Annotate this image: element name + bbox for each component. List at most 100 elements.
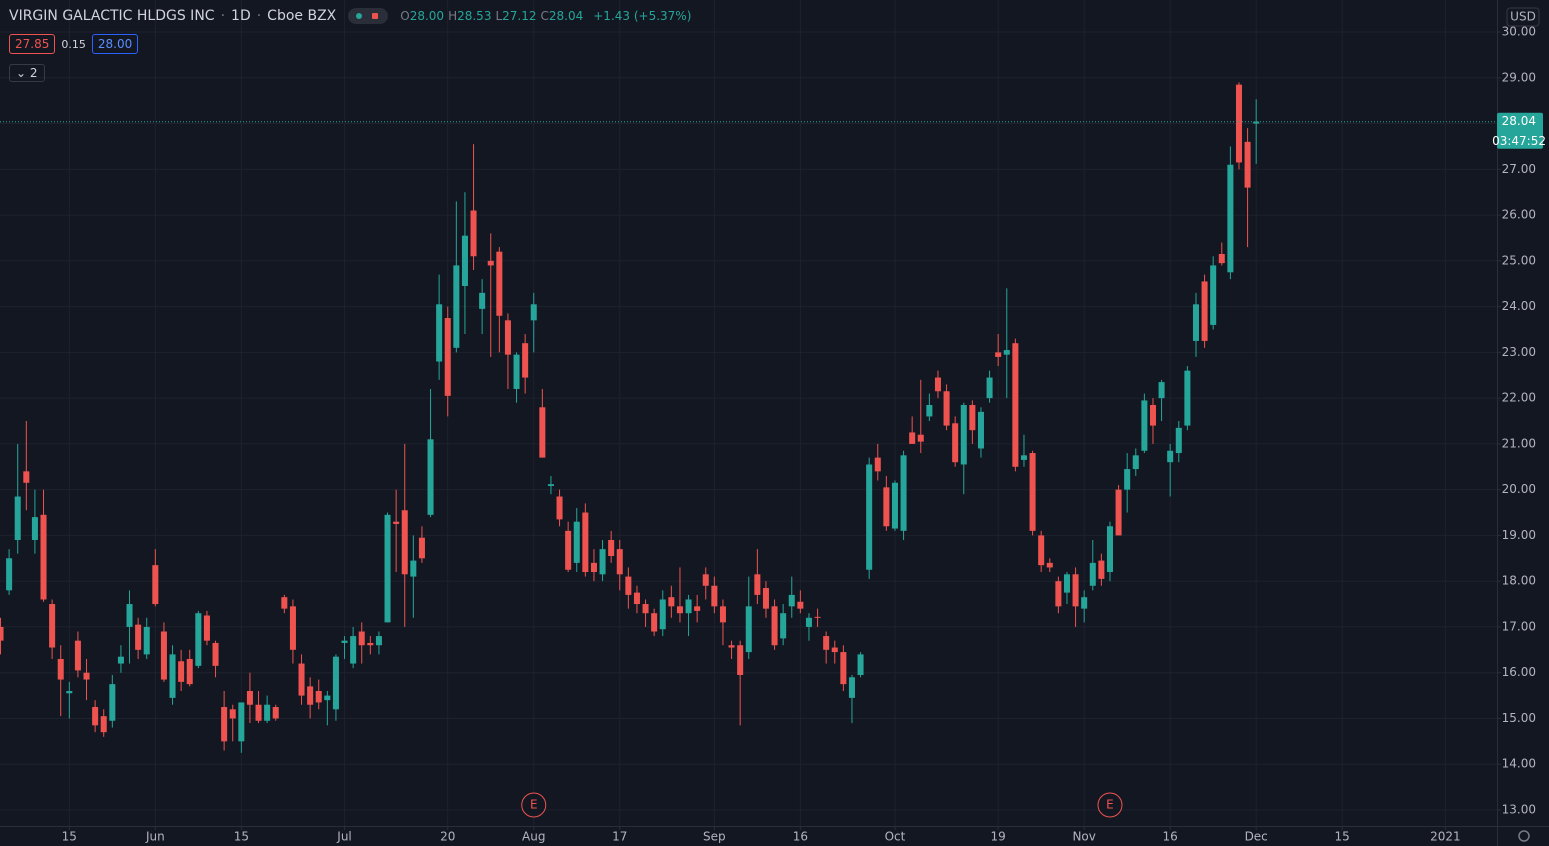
candle-body	[934, 377, 941, 392]
candle-body	[238, 702, 245, 742]
candle-body	[1167, 450, 1174, 463]
candle-body	[840, 652, 847, 685]
separator: ·	[256, 8, 262, 24]
candle-body	[1149, 404, 1156, 426]
candle-body	[375, 636, 382, 646]
candle-body	[246, 691, 253, 705]
candle-body	[1158, 382, 1165, 399]
settings-icon[interactable]	[1518, 830, 1530, 842]
candle-body	[565, 530, 572, 570]
candle-body	[496, 251, 503, 316]
candle-body	[66, 691, 73, 694]
y-tick-label: 18.00	[1502, 574, 1536, 588]
candle-body	[1106, 526, 1113, 573]
candle-body	[126, 604, 133, 627]
candle-body	[152, 565, 159, 605]
countdown: 03:47:52	[1492, 134, 1546, 148]
legend: VIRGIN GALACTIC HLDGS INC · 1D · Cboe BZX …	[9, 8, 691, 24]
last-price-box	[1497, 112, 1543, 149]
ohlc-value: 27.12	[502, 9, 537, 23]
candle-body	[1210, 265, 1217, 325]
indicators-toggle[interactable]: ⌄ 2	[9, 64, 45, 82]
candle-body	[117, 656, 124, 664]
candle-body	[788, 594, 795, 607]
candle-body	[668, 597, 675, 607]
candle-body	[14, 496, 21, 540]
candle-body	[418, 537, 425, 559]
candle-body	[926, 404, 933, 417]
candle-body	[900, 455, 907, 531]
candle-body	[401, 510, 408, 575]
candle-body	[92, 707, 99, 726]
candle-body	[857, 654, 864, 675]
earnings-marker	[1097, 792, 1123, 818]
candle-body	[160, 631, 167, 680]
candle-body	[169, 654, 176, 698]
candle-body	[685, 599, 692, 614]
candle-body	[1098, 560, 1105, 579]
x-tick-label: 17	[612, 830, 627, 844]
candle-body	[754, 574, 761, 595]
y-tick-label: 23.00	[1502, 345, 1536, 359]
candle-body	[1244, 141, 1251, 188]
candle-body	[1184, 370, 1191, 426]
candle-body	[608, 539, 615, 557]
candle-body	[83, 672, 90, 680]
market-status[interactable]	[348, 8, 389, 24]
candle-body	[805, 617, 812, 627]
candle-body	[883, 487, 890, 527]
candle-body	[582, 512, 589, 573]
candle-body	[573, 521, 580, 563]
candle-body	[186, 658, 193, 685]
candle-body	[74, 640, 81, 671]
quote: 27.85 0.15 28.00	[9, 34, 139, 54]
candle-body	[1141, 400, 1148, 451]
candle-body	[272, 707, 279, 719]
y-tick-label: 22.00	[1502, 391, 1536, 405]
x-tick-label: 19	[991, 830, 1006, 844]
candle-body	[814, 616, 821, 618]
earnings-label: E	[530, 798, 538, 812]
candle-body	[530, 304, 537, 321]
candle-body	[513, 354, 520, 389]
bid[interactable]: 27.85	[9, 34, 56, 54]
candle-body	[745, 606, 752, 653]
candle-body	[143, 626, 150, 655]
candle-body	[676, 606, 683, 614]
candle-body	[195, 613, 202, 666]
candle-body	[590, 562, 597, 573]
candle-body	[221, 707, 228, 742]
candle-body	[780, 613, 787, 639]
candle-body	[332, 656, 339, 710]
last-price-label: 28.04	[1502, 114, 1536, 128]
ohlc-label: H	[448, 9, 458, 23]
candle-body	[599, 549, 606, 575]
candle-body	[341, 640, 348, 643]
candle-body	[1038, 535, 1045, 566]
candle-body	[1124, 469, 1131, 490]
candle-body	[874, 457, 881, 472]
y-tick-label: 14.00	[1502, 757, 1536, 771]
candle-body	[0, 626, 4, 641]
candle-body	[504, 320, 511, 355]
candle-body	[436, 304, 443, 362]
candle-body	[444, 318, 451, 396]
candle-body	[866, 464, 873, 570]
ask[interactable]: 28.00	[91, 34, 139, 54]
candle-body	[651, 613, 658, 632]
candle-body	[711, 585, 718, 607]
candle-body	[1003, 350, 1010, 355]
y-tick-label: 20.00	[1502, 482, 1536, 496]
currency: USD	[1510, 10, 1536, 24]
candle-body	[358, 631, 365, 646]
candle-body	[1218, 253, 1225, 264]
candle-body	[556, 496, 563, 520]
candle-body	[487, 260, 494, 266]
x-tick-label: 16	[1163, 830, 1178, 844]
candle-body	[625, 576, 632, 595]
candle-body	[1063, 574, 1070, 593]
x-tick-label: 15	[234, 830, 249, 844]
change: +1.43 (+5.37%)	[593, 9, 692, 23]
candle-body	[633, 592, 640, 605]
